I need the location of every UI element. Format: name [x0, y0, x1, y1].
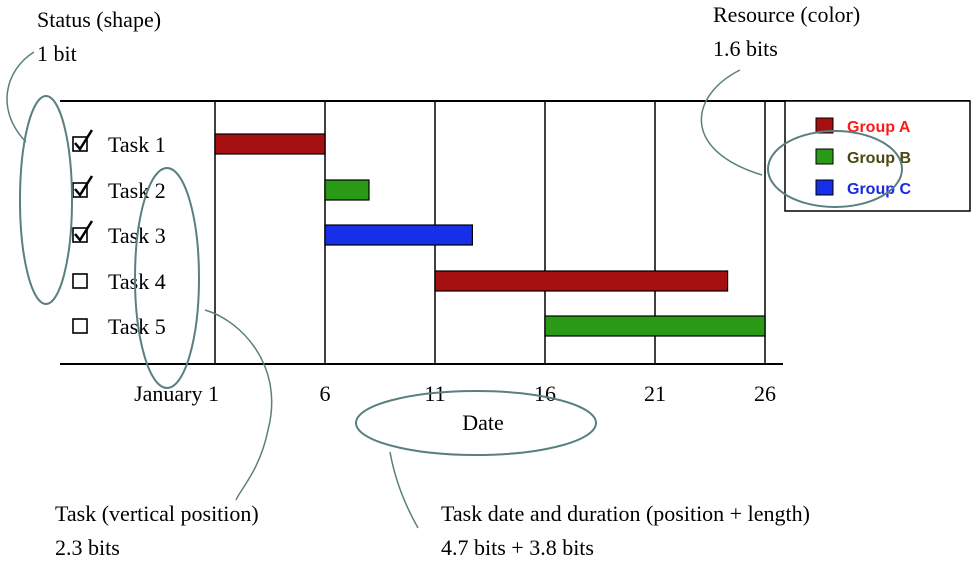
- legend-label: Group A: [847, 119, 911, 136]
- task-bar: [324, 179, 370, 201]
- x-tick-label: January 1: [134, 381, 219, 406]
- task-bar: [324, 224, 473, 246]
- legend-label: Group C: [847, 181, 911, 198]
- date-annotation-bits: 4.7 bits + 3.8 bits: [441, 535, 594, 560]
- task-annotation-bits: 2.3 bits: [55, 535, 120, 560]
- x-tick-label: 16: [534, 381, 556, 406]
- resource-ellipse: [767, 130, 903, 208]
- task-label: Task 4: [108, 269, 166, 294]
- x-axis-label: Date: [462, 410, 504, 435]
- date-annotation-title: Task date and duration (position + lengt…: [441, 501, 810, 526]
- legend: Group A Group B Group C: [815, 117, 911, 198]
- status-checkbox-icon: [72, 318, 88, 334]
- task-label: Task 1: [108, 132, 166, 157]
- x-tick-label: 21: [644, 381, 666, 406]
- x-tick-label: 6: [320, 381, 331, 406]
- date-connector-curve: [389, 451, 419, 529]
- legend-swatch: [815, 148, 834, 165]
- status-annotation-title: Status (shape): [37, 7, 161, 32]
- task-label: Task 2: [108, 178, 166, 203]
- task-ellipse: [134, 167, 200, 389]
- legend-label: Group B: [847, 150, 911, 167]
- date-ellipse: [355, 390, 597, 456]
- status-ellipse: [19, 95, 73, 305]
- status-annotation-bits: 1 bit: [37, 41, 77, 66]
- status-checkbox-icon: [72, 182, 88, 198]
- status-checkbox-icon: [72, 227, 88, 243]
- legend-swatch: [815, 179, 834, 196]
- task-bar: [434, 270, 729, 292]
- x-tick-labels: January 1 6 11 16 21 26: [134, 381, 776, 406]
- checkmark-icon: [74, 129, 94, 152]
- status-connector-curve: [6, 51, 35, 143]
- checkmark-icon: [74, 220, 94, 243]
- task-connector-curve: [204, 309, 273, 501]
- task-bars: [214, 133, 766, 337]
- task-bar: [544, 315, 766, 337]
- checkmark-icon: [74, 175, 94, 198]
- resource-annotation-bits: 1.6 bits: [713, 36, 778, 61]
- legend-swatch: [815, 117, 834, 134]
- task-bar: [214, 133, 326, 155]
- status-checkbox-icon: [72, 273, 88, 289]
- status-checkbox-icon: [72, 136, 88, 152]
- resource-connector-curve: [700, 69, 763, 176]
- x-tick-label: 26: [754, 381, 776, 406]
- task-annotation-title: Task (vertical position): [55, 501, 259, 526]
- resource-annotation-title: Resource (color): [713, 2, 860, 27]
